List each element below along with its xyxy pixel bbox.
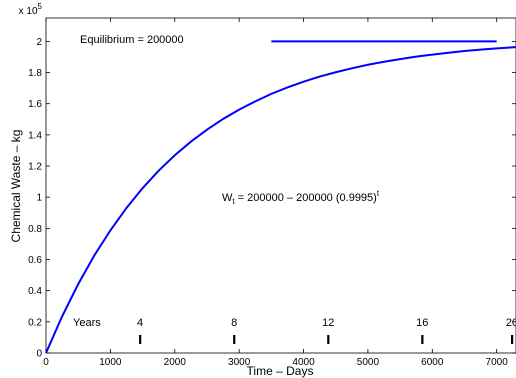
- year-label: 12: [322, 317, 334, 329]
- x-axis-label: Time – Days: [247, 364, 314, 378]
- year-tick: [139, 335, 142, 344]
- formula-annotation: Wt = 200000 – 200000 (0.9995)t: [222, 189, 380, 206]
- x-tick-label: 1000: [99, 357, 122, 368]
- y-axis: 0 0.2 0.4 0.6 0.8 1 1.2 1.4 1.6 1.8 2: [28, 37, 516, 360]
- x-tick-label: 2000: [164, 357, 187, 368]
- x-axis: 0 1000 2000 3000 4000 5000 6000 7000: [43, 18, 508, 368]
- y-tick-label: 2: [36, 37, 42, 48]
- year-tick: [511, 335, 514, 344]
- y-tick-label: 0: [36, 349, 42, 360]
- years-label: Years: [73, 317, 101, 329]
- equilibrium-label: Equilibrium = 200000: [80, 34, 184, 46]
- year-tick: [233, 335, 236, 344]
- year-tick: [421, 335, 424, 344]
- y-tick-label: 1.4: [28, 130, 42, 141]
- x-tick-label: 7000: [486, 357, 509, 368]
- y-tick-label: 0.4: [28, 286, 42, 297]
- y-tick-label: 0.8: [28, 224, 42, 235]
- x-tick-label: 5000: [357, 357, 380, 368]
- x-tick-label: 0: [43, 357, 49, 368]
- year-label: 16: [416, 317, 428, 329]
- year-label: 4: [137, 317, 143, 329]
- y-tick-label: 0.6: [28, 255, 42, 266]
- year-label: 20: [506, 317, 516, 329]
- y-exponent-label: x 105: [19, 2, 43, 17]
- x-tick-label: 6000: [421, 357, 444, 368]
- y-tick-label: 1.8: [28, 68, 42, 79]
- waste-curve: [45, 46, 516, 354]
- y-tick-label: 0.2: [28, 317, 42, 328]
- y-axis-label: Chemical Waste – kg: [9, 130, 23, 243]
- x-tick-label: 4000: [292, 357, 315, 368]
- y-tick-label: 1.6: [28, 99, 42, 110]
- x-tick-label: 3000: [228, 357, 251, 368]
- year-label: 8: [231, 317, 237, 329]
- y-tick-label: 1: [36, 193, 42, 204]
- year-tick: [327, 335, 330, 344]
- year-marks: 4 8 12 16 20: [137, 317, 516, 344]
- y-tick-label: 1.2: [28, 162, 42, 173]
- plot-frame: [45, 17, 516, 354]
